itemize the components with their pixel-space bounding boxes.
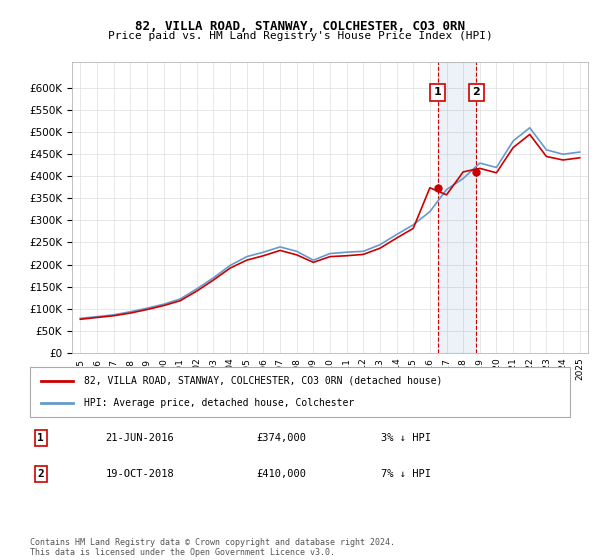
Text: 1: 1 (37, 433, 44, 443)
Text: 19-OCT-2018: 19-OCT-2018 (106, 469, 175, 479)
Text: 21-JUN-2016: 21-JUN-2016 (106, 433, 175, 443)
Text: 2: 2 (473, 87, 481, 97)
Text: Price paid vs. HM Land Registry's House Price Index (HPI): Price paid vs. HM Land Registry's House … (107, 31, 493, 41)
Text: 3% ↓ HPI: 3% ↓ HPI (381, 433, 431, 443)
Text: 82, VILLA ROAD, STANWAY, COLCHESTER, CO3 0RN (detached house): 82, VILLA ROAD, STANWAY, COLCHESTER, CO3… (84, 376, 442, 386)
FancyBboxPatch shape (30, 367, 570, 417)
Text: 1: 1 (434, 87, 442, 97)
Bar (437, 62, 476, 353)
Text: HPI: Average price, detached house, Colchester: HPI: Average price, detached house, Colc… (84, 398, 354, 408)
Text: 2: 2 (37, 469, 44, 479)
Text: 7% ↓ HPI: 7% ↓ HPI (381, 469, 431, 479)
Text: Contains HM Land Registry data © Crown copyright and database right 2024.
This d: Contains HM Land Registry data © Crown c… (30, 538, 395, 557)
Text: £410,000: £410,000 (257, 469, 307, 479)
Text: £374,000: £374,000 (257, 433, 307, 443)
Text: 82, VILLA ROAD, STANWAY, COLCHESTER, CO3 0RN: 82, VILLA ROAD, STANWAY, COLCHESTER, CO3… (135, 20, 465, 32)
